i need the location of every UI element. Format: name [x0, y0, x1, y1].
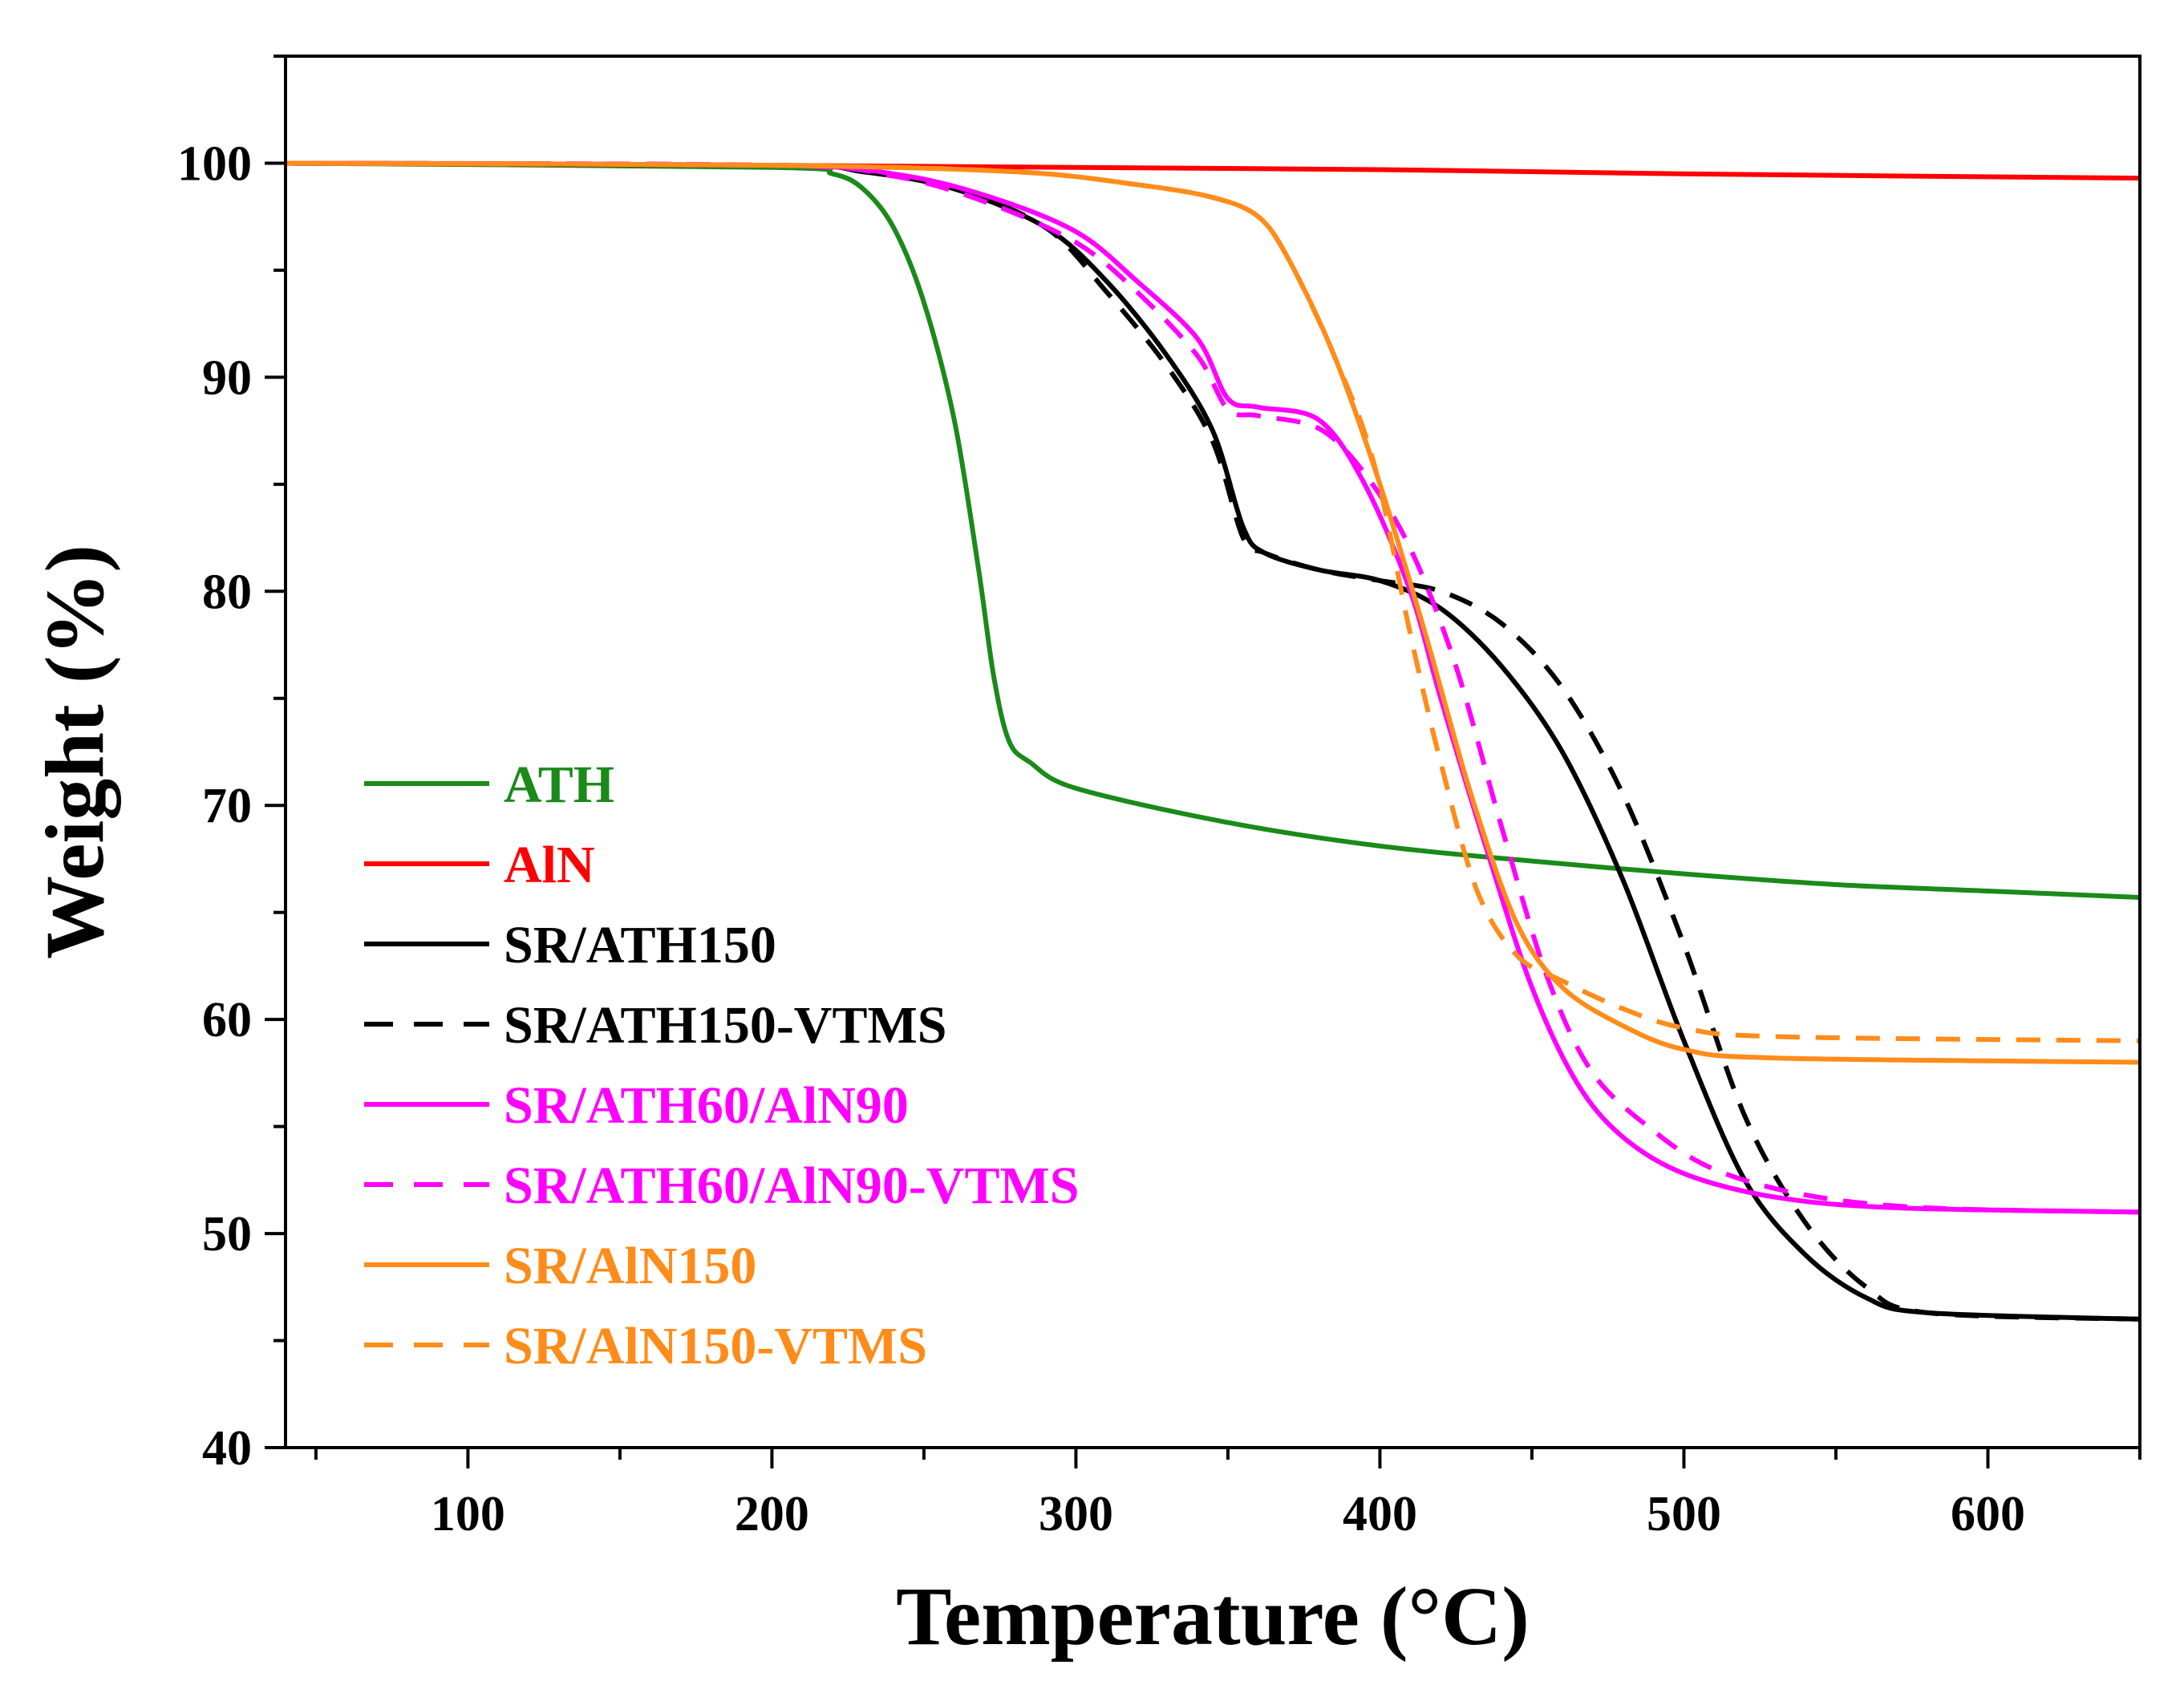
x-tick-label: 200 [735, 1487, 809, 1541]
legend-label-sr-ath150-vtms: SR/ATH150-VTMS [504, 996, 947, 1055]
legend-label-sr-ath60-aln90-vtms: SR/ATH60/AlN90-VTMS [504, 1156, 1080, 1215]
y-tick-label: 100 [177, 136, 252, 191]
x-tick-label: 300 [1039, 1487, 1113, 1541]
y-tick-label: 40 [202, 1421, 252, 1476]
legend-label-sr-aln150: SR/AlN150 [504, 1237, 756, 1295]
y-tick-label: 70 [202, 779, 252, 833]
x-tick-label: 500 [1647, 1487, 1721, 1541]
series-line-sr-aln150 [286, 160, 2140, 1065]
x-tick-label: 100 [431, 1487, 505, 1541]
legend-label-sr-ath60-aln90: SR/ATH60/AlN90 [504, 1076, 909, 1135]
y-tick-label: 80 [202, 565, 252, 619]
x-axis-title: Temperature (°C) [896, 1570, 1530, 1663]
y-tick-label: 90 [202, 350, 252, 405]
y-tick-label: 60 [202, 993, 252, 1047]
legend-label-sr-aln150-vtms: SR/AlN150-VTMS [504, 1317, 927, 1375]
plot-frame [284, 55, 2141, 1449]
legend-label-aln: AlN [504, 836, 595, 894]
plot-curves [286, 160, 2140, 1322]
legend-label-ath: ATH [504, 755, 614, 814]
series-line-sr-aln150-vtms [286, 160, 2140, 1043]
y-tick-label: 50 [202, 1207, 252, 1262]
series-line-sr-ath60-aln90 [286, 160, 2140, 1215]
series-line-sr-ath150 [286, 160, 2140, 1322]
series-line-sr-ath60-aln90-vtms [286, 160, 2140, 1215]
x-tick-label: 400 [1343, 1487, 1417, 1541]
axis-ticks [265, 55, 2141, 1468]
series-line-ath [286, 160, 2140, 900]
y-axis-title: Weight (%) [29, 545, 121, 959]
legend: ATH AlN SR/ATH150 SR/ATH150-VTMS SR/ATH60/Al… [364, 755, 1080, 1375]
legend-label-sr-ath150: SR/ATH150 [504, 916, 776, 974]
series-line-sr-ath150-vtms [286, 160, 2140, 1322]
y-tick-labels: 40 50 60 70 80 90 100 [177, 136, 252, 1476]
x-tick-label: 600 [1951, 1487, 2025, 1541]
x-tick-labels: 100 200 300 400 500 600 [431, 1487, 2025, 1541]
